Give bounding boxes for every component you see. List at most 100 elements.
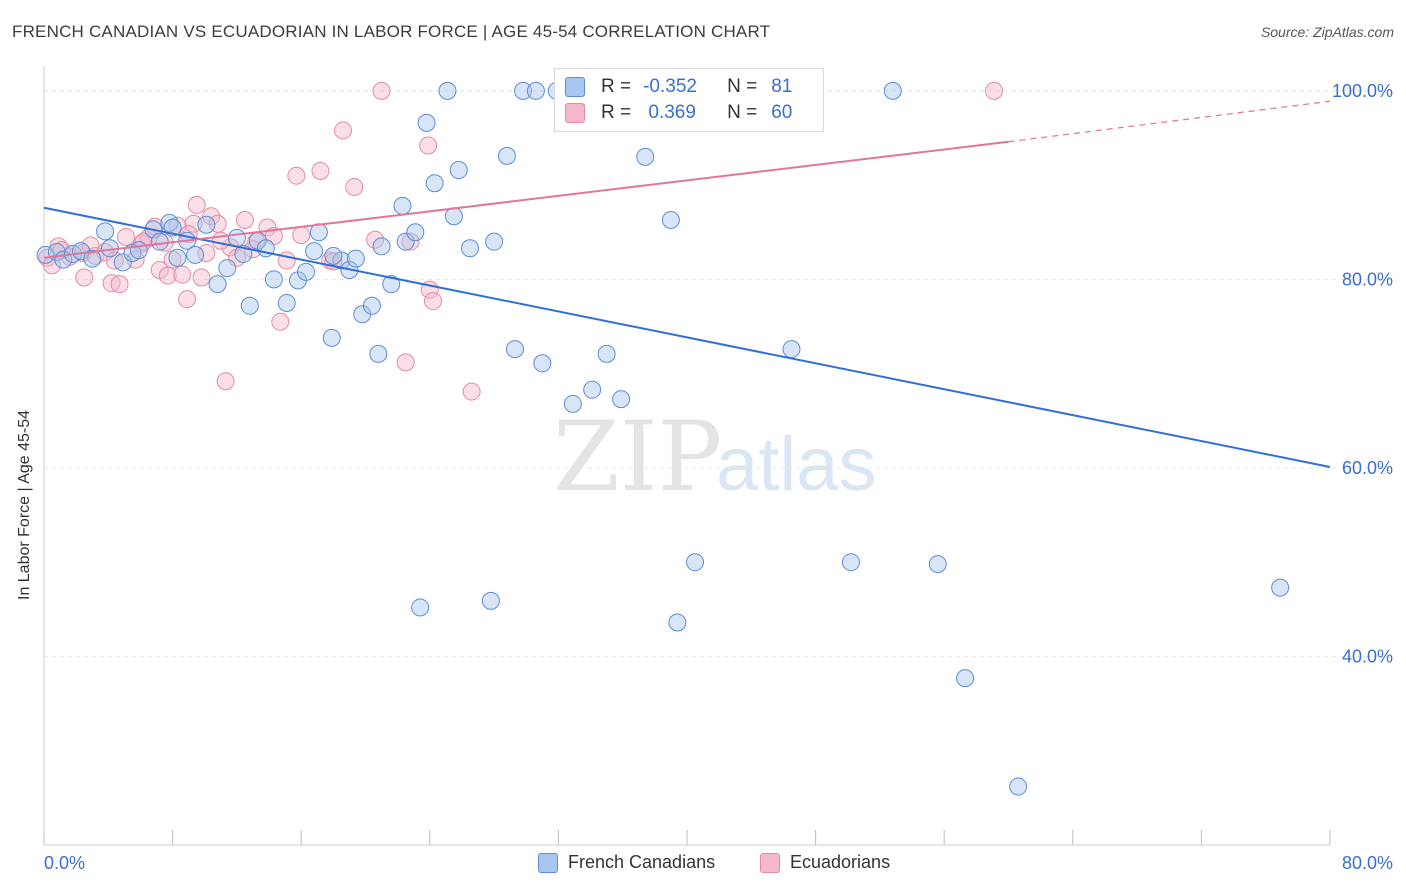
y-tick-label: 80.0% [1342, 269, 1393, 289]
ecuadorians-point [424, 292, 443, 311]
ecuadorians-point [81, 236, 100, 255]
french-canadians-point [186, 245, 205, 264]
french-canadians-point [497, 146, 516, 165]
french-canadians-point [83, 249, 102, 268]
french-canadians-point [324, 246, 343, 265]
n-value: 81 [771, 76, 793, 97]
watermark: ZIP atlas [553, 401, 877, 513]
french-canadians-point [438, 81, 457, 100]
ecuadorians-point [333, 121, 352, 140]
french-canadians-point [841, 553, 860, 572]
ecuadorians-point [110, 275, 129, 294]
french-canadians-point [150, 232, 169, 251]
french-canadians-point [956, 669, 975, 688]
french-canadians-point [449, 161, 468, 180]
french-canadians-point [346, 249, 365, 268]
legend-swatch-blue [538, 852, 558, 873]
legend-item-french-canadians: French Canadians [538, 852, 715, 873]
ecuadorians-point [419, 136, 438, 155]
pink-swatch [565, 103, 585, 123]
french-canadians-point [636, 147, 655, 166]
ecuadorians-point [366, 230, 385, 249]
ecuadorians-point [202, 207, 221, 226]
n-label: N = [727, 76, 758, 97]
y-tick-label: 40.0% [1342, 646, 1393, 666]
french-canadians-point [129, 241, 148, 260]
ecuadorians-trend-extension [1008, 100, 1331, 143]
axes [43, 66, 1331, 846]
french-canadians-point [612, 390, 631, 409]
stats-box: R = -0.352 N = 81 R = 0.369 N = 60 [554, 68, 824, 132]
french-canadians-point [668, 613, 687, 632]
french-canadians-point [928, 555, 947, 574]
ecuadorians-point [173, 265, 192, 284]
r-label: R = [601, 102, 632, 123]
ecuadorians-point [401, 232, 420, 251]
blue-swatch [565, 77, 585, 97]
ecuadorians-point [178, 290, 197, 309]
french-canadians-point [514, 81, 533, 100]
chart-title: FRENCH CANADIAN VS ECUADORIAN IN LABOR F… [12, 22, 771, 41]
ecuadorians-point [271, 312, 290, 331]
ecuadorians-point [184, 214, 203, 233]
french-canadians-point [526, 81, 545, 100]
ecuadorians-point [372, 81, 391, 100]
watermark-zip: ZIP [553, 401, 722, 513]
ecuadorians-point [187, 195, 206, 214]
ecuadorians-point [192, 268, 211, 287]
watermark-atlas: atlas [716, 422, 877, 507]
french-canadians-point [277, 293, 296, 312]
french-canadians-point [505, 340, 524, 359]
french-canadians-point [533, 354, 552, 373]
r-value: 0.369 [643, 102, 696, 123]
french-canadians-point [163, 218, 182, 237]
french-canadians-point [411, 598, 430, 617]
french-canadians-point [661, 211, 680, 230]
french-canadians-point [883, 81, 902, 100]
tick-labels: 40.0% 60.0% 80.0% 100.0% 0.0% 80.0% [44, 81, 1393, 873]
ecuadorians-point [311, 161, 330, 180]
n-value: 60 [771, 102, 793, 123]
french-canadians-point [322, 328, 341, 347]
ecuadorians-point [216, 372, 235, 391]
ecuadorians-point [235, 211, 254, 230]
french-canadians-point [686, 553, 705, 572]
french-canadians-point [264, 270, 283, 289]
french-canadians-point [460, 239, 479, 258]
french-canadians-point [168, 248, 187, 267]
french-canadians-point [369, 344, 388, 363]
x-tick-label-max: 80.0% [1342, 853, 1393, 873]
ecuadorians-trend-line [43, 140, 1009, 259]
ecuadorians-point [197, 243, 216, 262]
french-canadians-point [362, 296, 381, 315]
french-canadians-point [425, 174, 444, 193]
ecuadorians-point [985, 81, 1004, 100]
french-canadians-point [227, 228, 246, 247]
ecuadorians-point [75, 268, 94, 287]
stats-row-ecuadorians: R = 0.369 N = 60 [565, 101, 792, 125]
r-label: R = [601, 76, 632, 97]
trend-lines [43, 100, 1331, 468]
french-canadians-point [1009, 777, 1028, 796]
french-canadians-point [583, 380, 602, 399]
source-label: Source: ZipAtlas.com [1260, 24, 1394, 40]
french-canadians-point [160, 213, 179, 232]
french-canadians-point [1271, 578, 1290, 597]
french-canadians-trend-line [43, 206, 1331, 468]
french-canadians-point [406, 223, 425, 242]
french-canadians-point [481, 591, 500, 610]
french-canadians-point [96, 222, 115, 241]
french-canadians-point [597, 344, 616, 363]
french-canadians-point [485, 232, 504, 251]
legend-item-ecuadorians: Ecuadorians [760, 852, 890, 873]
n-label: N = [727, 102, 758, 123]
french-canadians-point [382, 275, 401, 294]
ecuadorians-point [292, 226, 311, 245]
french-canadians-point [444, 207, 463, 226]
ecuadorians-point [396, 353, 415, 372]
french-canadians-point [218, 259, 237, 278]
french-canadians-point [305, 242, 324, 261]
french-canadians-point [396, 232, 415, 251]
y-tick-label: 60.0% [1342, 458, 1393, 478]
